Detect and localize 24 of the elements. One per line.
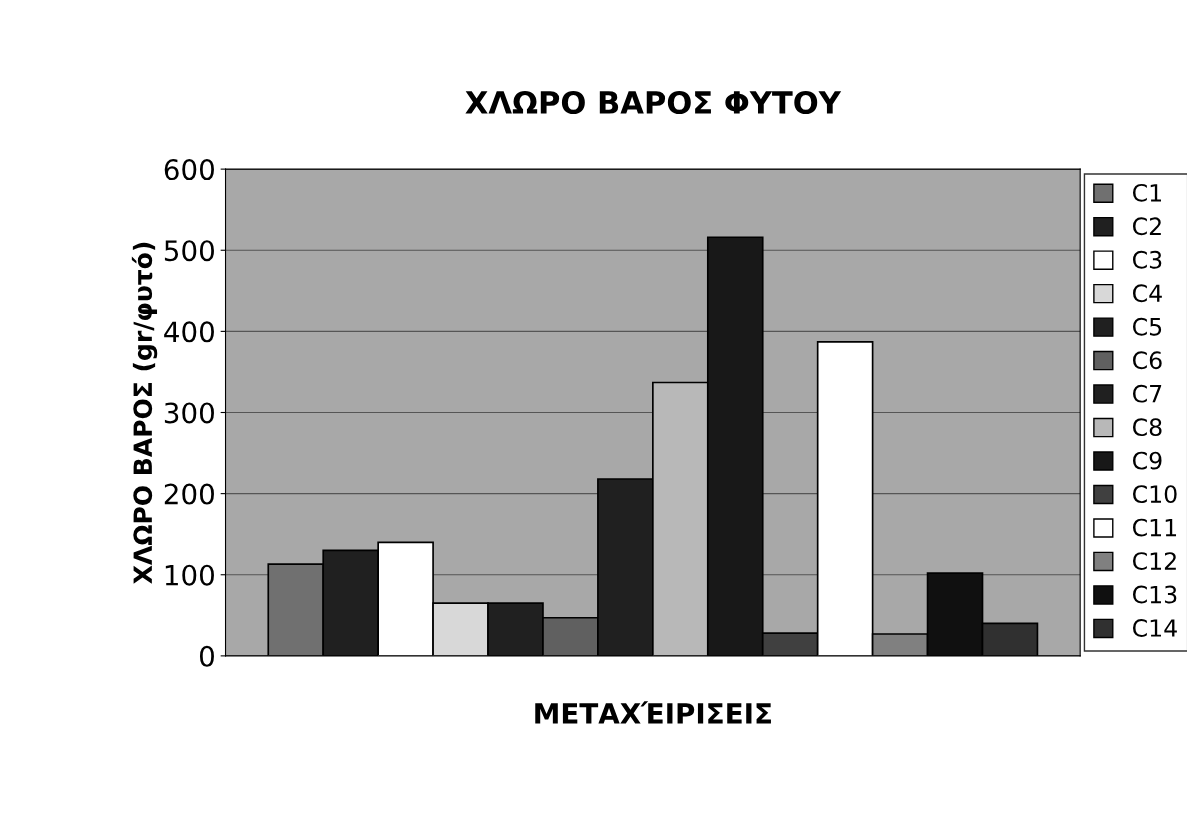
legend-label: C7: [1132, 384, 1162, 403]
legend-label: C14: [1132, 619, 1177, 637]
legend-label: C5: [1132, 317, 1162, 336]
legend-label: C10: [1132, 485, 1177, 504]
y-tick-label: 0: [199, 645, 214, 667]
legend-label: C4: [1132, 284, 1162, 303]
y-tick-label: 400: [164, 321, 214, 343]
chart-title: ΧΛΩΡΟ ΒΑΡΟΣ ΦΥΤΟΥ: [465, 90, 842, 114]
legend-label: C2: [1132, 217, 1161, 236]
legend-label: C8: [1132, 418, 1162, 437]
y-tick-label: 100: [165, 564, 214, 586]
y-tick-label: 600: [164, 159, 214, 181]
legend-label: C13: [1132, 585, 1177, 604]
legend-label: C9: [1132, 451, 1162, 470]
y-tick-label: 200: [164, 483, 214, 505]
legend-label: C6: [1132, 351, 1162, 370]
legend-label: C1: [1132, 183, 1161, 202]
x-axis-title: ΜΕΤΑΧΈΙΡΙΣΕΙΣ: [535, 701, 771, 724]
legend-label: C12: [1132, 552, 1176, 570]
y-axis-title: ΧΛΩΡΟ ΒΑΡΟΣ (gr/φυτό): [131, 242, 158, 584]
legend-label: C11: [1132, 518, 1177, 537]
y-tick-label: 500: [164, 240, 214, 262]
y-tick-label: 300: [164, 402, 214, 424]
legend-label: C3: [1132, 250, 1162, 269]
